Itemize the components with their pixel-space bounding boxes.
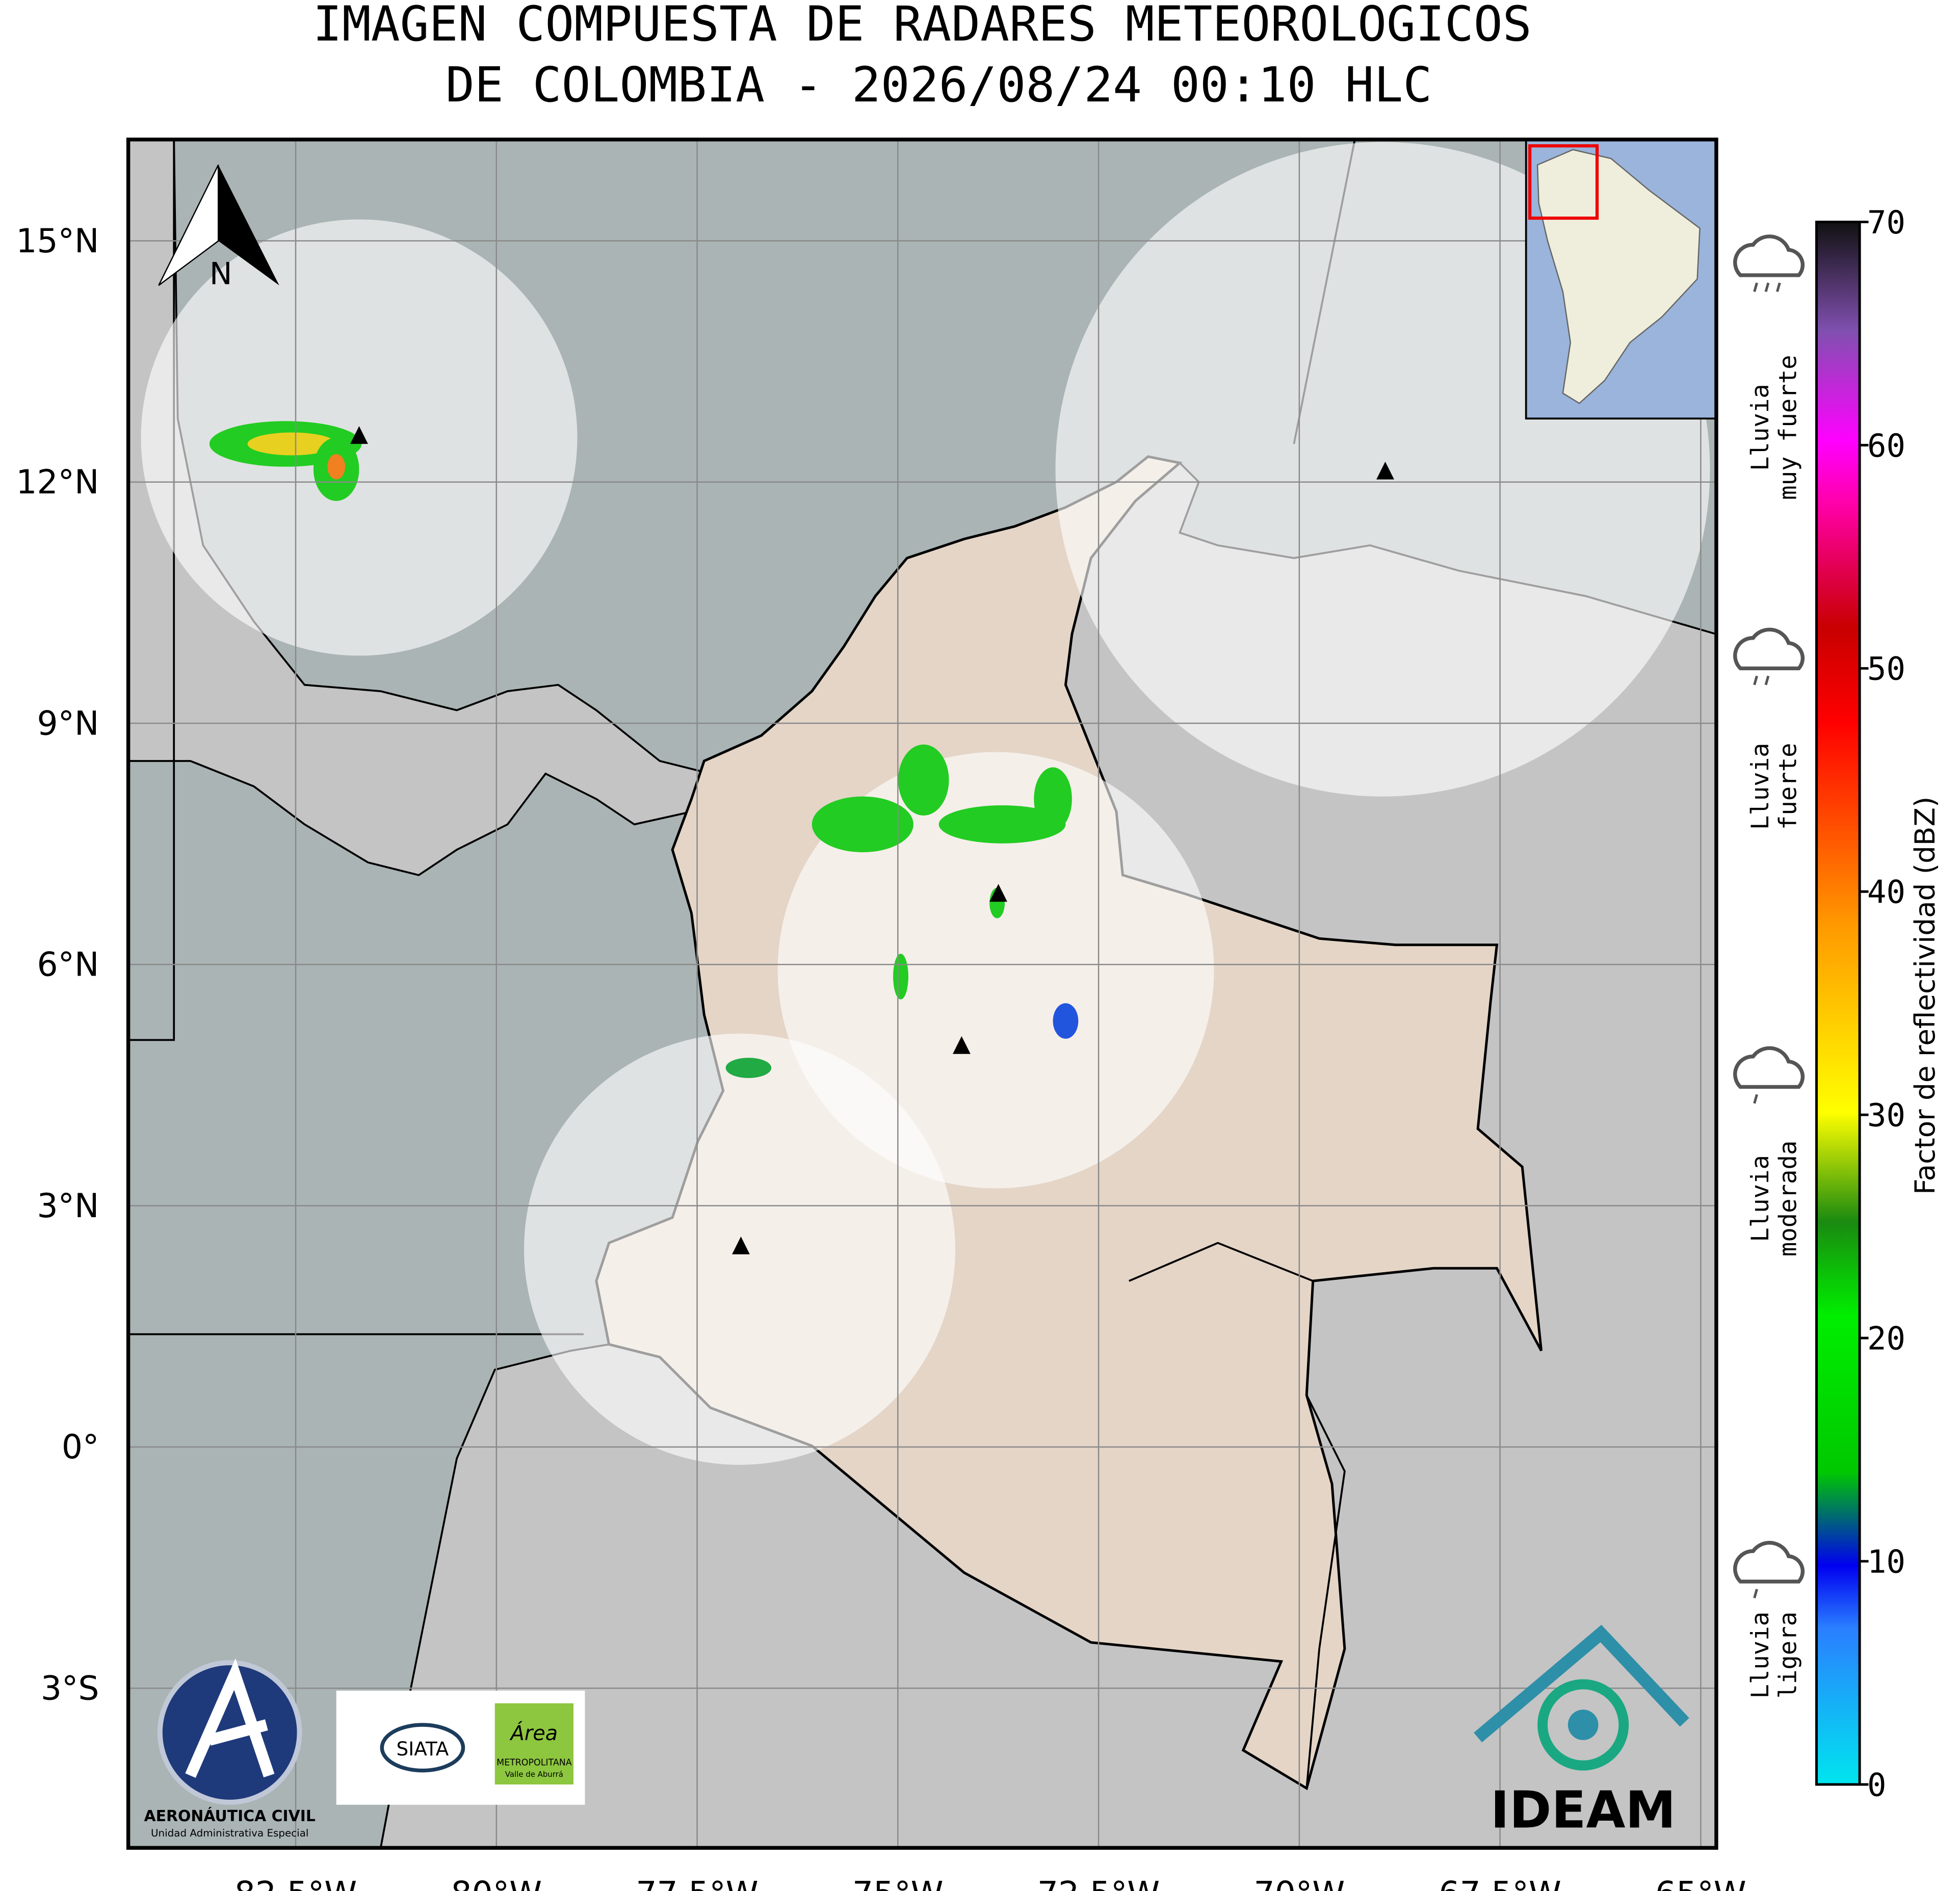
colorbar-tick-label: 20 xyxy=(1867,1320,1905,1357)
colorbar-tick-label: 60 xyxy=(1867,427,1905,464)
logo-text: IDEAM xyxy=(1491,1781,1676,1840)
rain-icon xyxy=(1733,1046,1805,1089)
rain-level-label: ligera xyxy=(1774,1612,1802,1699)
graticule xyxy=(128,139,1716,1848)
rain-drop xyxy=(1753,1094,1758,1104)
map-body: N AERONÁUTICA CIVIL Unidad Administrativ… xyxy=(128,139,1716,1848)
radar-sites xyxy=(350,426,1394,1254)
rain-level-label: Lluvia xyxy=(1746,1155,1774,1242)
logo-text: Valle de Aburrá xyxy=(505,1770,563,1779)
lon-tick-label: 72.5°W xyxy=(1037,1875,1160,1891)
lon-tick-label: 70°W xyxy=(1254,1875,1345,1891)
rain-level: Lluvia muy fuerte xyxy=(1746,355,1802,500)
inset-map xyxy=(1525,139,1716,419)
colorbar-ticks: 0 10 20 30 40 50 60 70 xyxy=(1860,204,1905,1803)
lon-tick-label: 65°W xyxy=(1655,1875,1746,1891)
lon-tick-label: 82.5°W xyxy=(234,1875,357,1891)
title-line: DE COLOMBIA - 2026/08/24 00:10 HLC xyxy=(446,57,1432,113)
lon-tick-label: 80°W xyxy=(451,1875,542,1891)
title-line: IMAGEN COMPUESTA DE RADARES METEOROLOGIC… xyxy=(313,0,1532,52)
logo-text: Unidad Administrativa Especial xyxy=(151,1827,308,1839)
colorbar-tick-label: 30 xyxy=(1867,1097,1905,1134)
rain-level-label: fuerte xyxy=(1774,743,1802,830)
lon-tick-label: 67.5°W xyxy=(1439,1875,1561,1891)
north-label: N xyxy=(210,256,232,292)
colorbar-tick-label: 40 xyxy=(1867,874,1905,911)
lon-tick-label: 75°W xyxy=(852,1875,944,1891)
rain-drop xyxy=(1764,282,1770,292)
logo-text: SIATA xyxy=(397,1738,449,1760)
rain-level: Lluvia ligera xyxy=(1746,1612,1802,1699)
map-frame xyxy=(126,137,1718,1850)
lat-tick-label: 3°N xyxy=(37,1187,99,1225)
rain-icon xyxy=(1733,234,1805,277)
colorbar-label: Factor de reflectividad (dBZ) xyxy=(1909,797,1941,1195)
logo-text: Área xyxy=(509,1721,558,1745)
logo-text: AERONÁUTICA CIVIL xyxy=(144,1807,316,1825)
rain-level-label: muy fuerte xyxy=(1774,355,1802,500)
colorbar-tick-label: 10 xyxy=(1867,1543,1905,1580)
lon-tick-label: 77.5°W xyxy=(636,1875,758,1891)
radar-echoes xyxy=(209,421,1079,1079)
colorbar xyxy=(1815,220,1861,1786)
rain-level: Lluvia fuerte xyxy=(1746,743,1802,830)
axis-labels: 82.5°W 80°W 77.5°W 75°W 72.5°W 70°W 67.5°W 65°W… xyxy=(16,222,1746,1891)
rain-level-label: Lluvia xyxy=(1746,743,1774,830)
rain-level: Lluvia moderada xyxy=(1746,1141,1802,1257)
lat-tick-label: 6°N xyxy=(37,946,99,984)
rain-level-label: Lluvia xyxy=(1746,1612,1774,1699)
colorbar-tick-label: 0 xyxy=(1867,1766,1886,1803)
lat-tick-label: 12°N xyxy=(16,463,99,502)
rain-icon xyxy=(1733,627,1805,671)
rain-drop xyxy=(1753,1589,1758,1598)
rain-drop xyxy=(1753,675,1758,686)
lat-tick-label: 3°S xyxy=(41,1669,99,1708)
lat-tick-label: 0° xyxy=(62,1428,99,1466)
colorbar-tick-label: 50 xyxy=(1867,650,1905,688)
logo-text: METROPOLITANA xyxy=(496,1758,572,1768)
rain-drop xyxy=(1775,282,1781,292)
rain-level-label: Lluvia xyxy=(1746,384,1774,471)
lat-tick-label: 9°N xyxy=(37,704,99,743)
logos: AERONÁUTICA CIVIL Unidad Administrativa … xyxy=(144,1624,1689,1840)
rain-drop xyxy=(1753,282,1758,292)
rain-level-label: moderada xyxy=(1774,1141,1802,1257)
rain-drop xyxy=(1764,675,1770,686)
colorbar-tick-label: 70 xyxy=(1867,204,1905,241)
rain-icon xyxy=(1733,1541,1805,1584)
lat-tick-label: 15°N xyxy=(16,222,99,260)
borders xyxy=(128,139,1356,1789)
